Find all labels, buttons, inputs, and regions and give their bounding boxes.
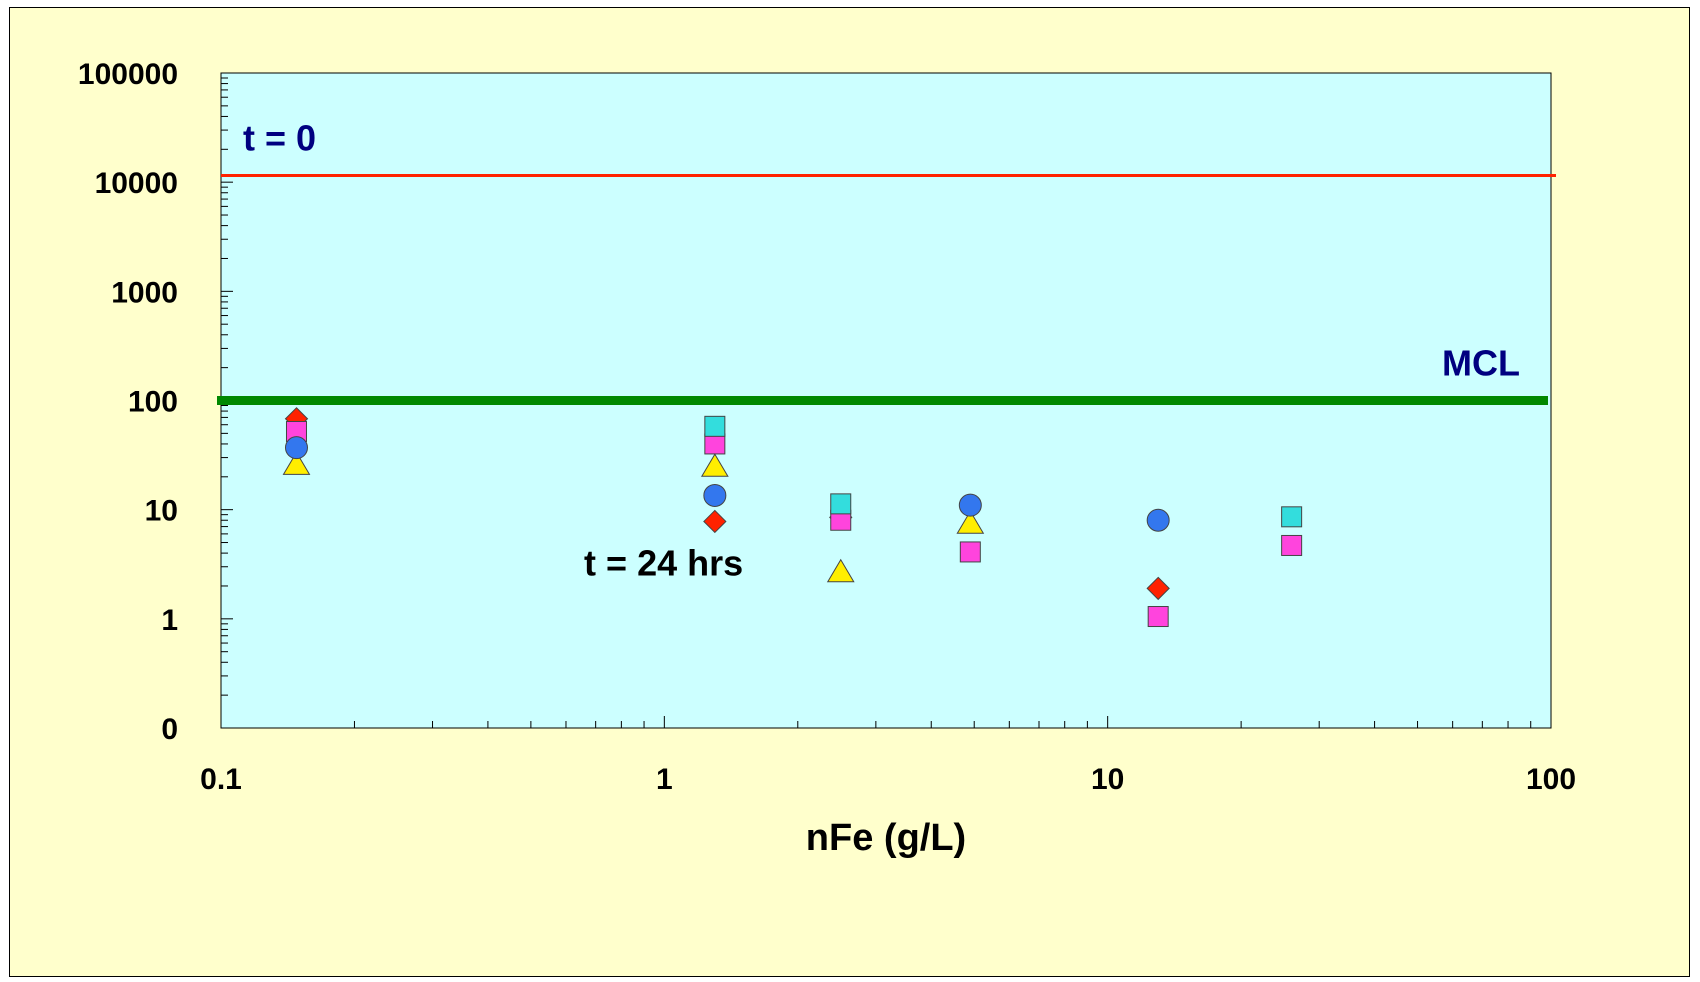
circle-point <box>703 483 727 507</box>
annotation-t24: t = 24 hrs <box>584 543 743 584</box>
triangle-point <box>700 453 729 477</box>
diamond-point <box>703 509 727 534</box>
x-tick-label: 0.1 <box>200 763 242 796</box>
square-point <box>1281 534 1303 556</box>
triangle-point <box>956 510 985 534</box>
circle-point <box>958 493 982 517</box>
x-tick-label: 1 <box>656 763 673 796</box>
y-tick-label: 100 <box>128 386 178 419</box>
y-tick-label: 0 <box>161 713 178 746</box>
square-point <box>704 433 726 455</box>
y-tick-label: 10000 <box>95 167 178 200</box>
square-point <box>1281 506 1303 528</box>
square-point <box>1147 606 1169 628</box>
chart-frame: 0.1 1 10 100 0 1 10 100 1000 10000 100000 t = 0 MC… <box>9 7 1690 977</box>
mcl-label: MCL <box>1442 343 1520 384</box>
scatter-chart: 0.1 1 10 100 0 1 10 100 1000 10000 100000 t = 0 MC… <box>78 58 1576 859</box>
x-tick-label: 10 <box>1091 763 1124 796</box>
y-tick-label: 10 <box>145 495 178 528</box>
y-tick-label: 1000 <box>111 276 178 309</box>
t0-label: t = 0 <box>243 118 316 159</box>
y-tick-label: 1 <box>161 604 178 637</box>
x-axis-title: nFe (g/L) <box>806 817 966 859</box>
circle-point <box>284 436 308 460</box>
x-tick-label: 100 <box>1526 763 1576 796</box>
y-tick-label: 100000 <box>78 58 178 91</box>
circle-point <box>1146 508 1170 532</box>
square-point <box>704 415 726 437</box>
square-point <box>830 493 852 515</box>
triangle-point <box>826 558 855 583</box>
triangle-point <box>282 451 311 475</box>
diamond-point <box>1146 576 1170 601</box>
square-point <box>959 541 981 563</box>
